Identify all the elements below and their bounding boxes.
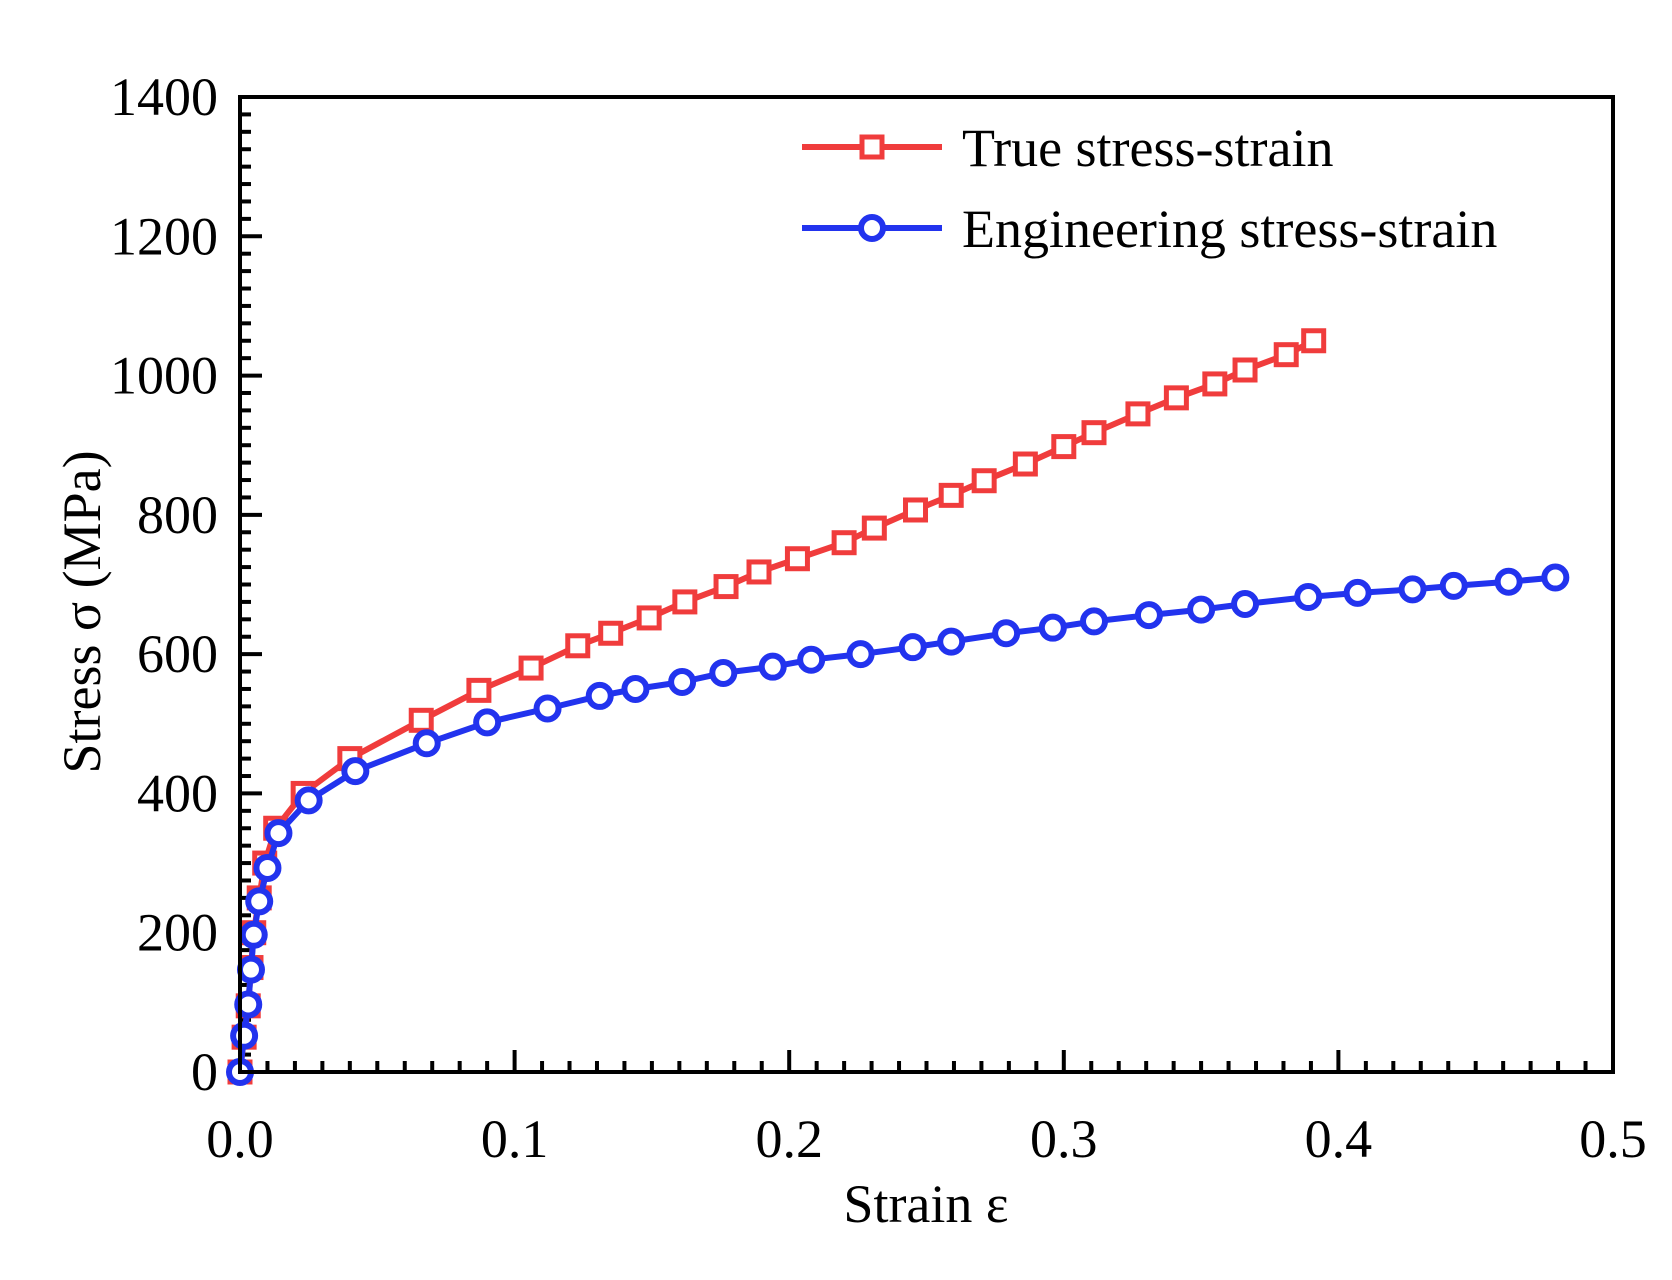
data-point-circle bbox=[797, 645, 826, 674]
data-point-circle bbox=[1080, 607, 1109, 636]
y-tick-label: 1200 bbox=[110, 206, 218, 266]
data-point-square bbox=[636, 605, 662, 631]
data-point-circle bbox=[992, 619, 1021, 648]
data-point-circle bbox=[294, 786, 323, 815]
legend: True stress-strain Engineering stress-st… bbox=[802, 118, 1497, 259]
data-point-square bbox=[518, 655, 544, 681]
legend-marker-circle bbox=[858, 214, 886, 242]
data-point-square bbox=[598, 620, 624, 646]
legend-entry-engineering: Engineering stress-strain bbox=[802, 199, 1497, 259]
data-point-circle bbox=[1231, 590, 1260, 618]
data-point-square bbox=[1081, 420, 1107, 446]
data-point-circle bbox=[239, 920, 268, 949]
y-tick-label: 1400 bbox=[110, 67, 218, 127]
data-point-square bbox=[1301, 328, 1327, 354]
data-point-circle bbox=[341, 757, 370, 786]
data-point-square bbox=[971, 468, 997, 494]
data-point-square bbox=[1232, 357, 1258, 383]
data-point-circle bbox=[230, 1021, 259, 1050]
data-point-circle bbox=[1398, 575, 1427, 604]
x-tick-labels: 0.0 0.1 0.2 0.3 0.4 0.5 bbox=[206, 1109, 1647, 1169]
data-point-square bbox=[1273, 342, 1299, 368]
legend-marker-square bbox=[859, 134, 885, 160]
data-point-square bbox=[831, 530, 857, 556]
data-point-square bbox=[713, 574, 739, 600]
y-axis-title: Stress σ (MPa) bbox=[52, 450, 112, 773]
y-tick-label: 200 bbox=[137, 903, 218, 963]
series-line bbox=[237, 338, 1316, 1073]
legend-entry-true: True stress-strain bbox=[802, 118, 1334, 178]
data-point-circle bbox=[533, 694, 562, 723]
data-point-square bbox=[903, 497, 929, 523]
data-point-circle bbox=[473, 708, 502, 737]
plot-frame bbox=[238, 95, 1615, 1074]
legend-label-true: True stress-strain bbox=[962, 118, 1334, 178]
data-point-square bbox=[784, 546, 810, 572]
data-point-circle bbox=[412, 729, 441, 758]
data-point-circle bbox=[1541, 563, 1570, 592]
data-point-circle bbox=[937, 627, 966, 656]
y-tick-label: 0 bbox=[191, 1042, 218, 1102]
data-point-square bbox=[861, 515, 887, 541]
data-point-circle bbox=[1187, 595, 1216, 624]
series-line bbox=[237, 574, 1556, 1073]
data-point-square bbox=[466, 677, 492, 703]
data-point-circle bbox=[236, 955, 265, 984]
data-point-circle bbox=[253, 853, 282, 882]
data-point-circle bbox=[621, 674, 650, 703]
x-tick-label: 0.0 bbox=[206, 1109, 274, 1169]
data-point-square bbox=[1012, 451, 1038, 477]
y-tick-label: 1000 bbox=[110, 346, 218, 406]
data-point-square bbox=[746, 559, 772, 585]
legend-label-engineering: Engineering stress-strain bbox=[962, 199, 1497, 259]
data-point-square bbox=[938, 482, 964, 508]
data-point-circle bbox=[758, 652, 787, 681]
x-tick-label: 0.2 bbox=[755, 1109, 823, 1169]
data-point-circle bbox=[245, 887, 274, 916]
data-point-circle bbox=[1294, 583, 1323, 612]
x-tick-label: 0.4 bbox=[1305, 1109, 1373, 1169]
data-point-square bbox=[565, 633, 591, 659]
x-tick-label: 0.3 bbox=[1030, 1109, 1098, 1169]
data-point-circle bbox=[1134, 601, 1163, 630]
x-tick-label: 0.5 bbox=[1579, 1109, 1647, 1169]
data-point-square bbox=[672, 589, 698, 615]
data-point-square bbox=[1202, 371, 1228, 397]
data-point-square bbox=[408, 707, 434, 733]
data-point-circle bbox=[1439, 571, 1468, 600]
x-tick-label: 0.1 bbox=[481, 1109, 549, 1169]
data-point-circle bbox=[668, 668, 697, 696]
x-axis-title: Strain ε bbox=[843, 1174, 1008, 1234]
data-point-circle bbox=[264, 819, 293, 848]
data-point-circle bbox=[1038, 613, 1067, 642]
data-point-circle bbox=[1494, 567, 1523, 596]
series-true bbox=[227, 328, 1327, 1085]
data-point-circle bbox=[1343, 578, 1372, 607]
y-tick-label: 800 bbox=[137, 485, 218, 545]
data-point-circle bbox=[898, 633, 927, 662]
data-point-square bbox=[1125, 401, 1151, 427]
data-point-circle bbox=[709, 658, 738, 687]
data-point-circle bbox=[585, 681, 614, 710]
y-tick-label: 400 bbox=[137, 763, 218, 823]
y-tick-label: 600 bbox=[137, 624, 218, 684]
series-engineering bbox=[226, 563, 1570, 1086]
y-tick-labels: 0 200 400 600 800 1000 1200 1400 bbox=[110, 67, 218, 1102]
data-point-square bbox=[1163, 385, 1189, 411]
data-point-circle bbox=[846, 640, 875, 669]
data-point-square bbox=[1051, 434, 1077, 460]
series-layer bbox=[226, 328, 1570, 1086]
data-point-circle bbox=[234, 990, 263, 1019]
